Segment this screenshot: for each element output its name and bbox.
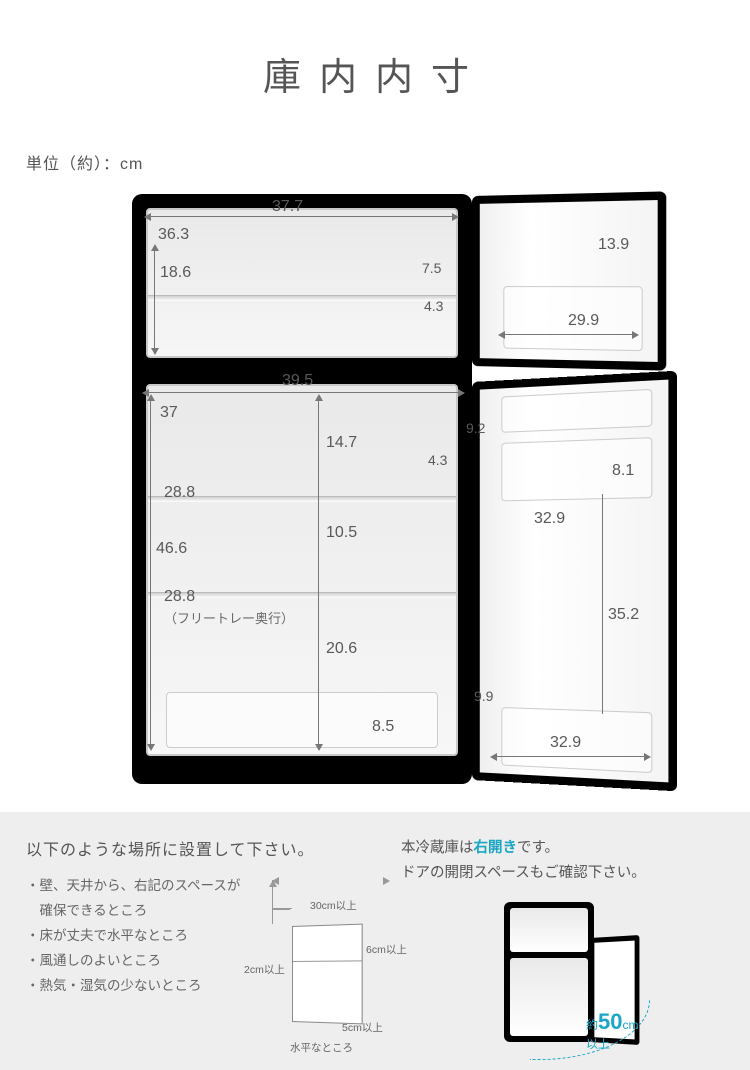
freezer-door (472, 191, 666, 370)
installation-panel: 以下のような場所に設置して下さい。 壁、天井から、右記のスペースが 確保できると… (0, 812, 750, 1070)
dim-door-gap-w3: 9.9 (474, 688, 493, 704)
unit-label: 単位（約）：cm (26, 150, 143, 174)
clearance-back: 5cm以上 (342, 1020, 383, 1035)
dim-door-bin-w-top: 29.9 (568, 312, 599, 330)
door-swing-diagram: 約50cm以上 (466, 880, 716, 1050)
install-heading: 以下のような場所に設置して下さい。 (26, 836, 389, 860)
dim-bottom-gap: 8.5 (372, 718, 394, 736)
fridge-cavity (146, 384, 458, 756)
free-tray (166, 692, 437, 748)
dim-lower-h: 20.6 (326, 640, 357, 658)
fridge-diagram: 37.7 36.3 18.6 7.5 4.3 13.9 29.9 39.5 37… (72, 194, 678, 784)
dim-door-gap-h2: 4.3 (428, 452, 447, 468)
right-line1-accent: 右開き (473, 840, 517, 856)
dim-tray-depth: 28.8 (164, 588, 195, 606)
right-line2: ドアの開閉スペースもご確認下さい。 (401, 865, 646, 881)
dim-door-tall-h: 35.2 (608, 606, 639, 624)
dim-door-mid-w: 32.9 (534, 510, 565, 528)
freezer-cavity (146, 208, 458, 358)
right-line1-post: です。 (517, 840, 559, 856)
dim-door-bin-h-top: 13.9 (598, 236, 629, 254)
dim-door-bot-w: 32.9 (550, 734, 581, 752)
dim-door-bin-h2: 8.1 (612, 462, 634, 480)
dim-fridge-width: 39.5 (282, 372, 313, 390)
dim-freezer-height: 18.6 (160, 264, 191, 282)
dim-fridge-depth: 37 (160, 404, 178, 422)
page-title: 庫内内寸 (0, 46, 750, 101)
fridge-door (472, 371, 677, 792)
dim-tray-note: （フリートレー奥行） (164, 608, 294, 627)
dim-freezer-depth: 36.3 (158, 226, 189, 244)
dim-freezer-width: 37.7 (272, 198, 303, 216)
clearance-floor: 水平なところ (290, 1040, 353, 1055)
right-line1-pre: 本冷蔵庫は (401, 840, 474, 856)
dim-door-gap-w2: 9.2 (466, 420, 485, 436)
clearance-diagram: 30cm以上 6cm以上 2cm以上 5cm以上 水平なところ (272, 880, 390, 1050)
clearance-top: 30cm以上 (310, 898, 357, 913)
clearance-right: 6cm以上 (366, 942, 407, 957)
swing-label: 約50cm以上 (586, 1008, 639, 1052)
dim-mid-depth: 28.8 (164, 484, 195, 502)
dim-shelf-h1: 14.7 (326, 434, 357, 452)
dim-door-gap-h-top: 4.3 (424, 298, 443, 314)
dim-fridge-total-h: 46.6 (156, 540, 187, 558)
dim-shelf-h2: 10.5 (326, 524, 357, 542)
clearance-left: 2cm以上 (244, 962, 285, 977)
dim-door-gap-w-top: 7.5 (422, 260, 441, 276)
